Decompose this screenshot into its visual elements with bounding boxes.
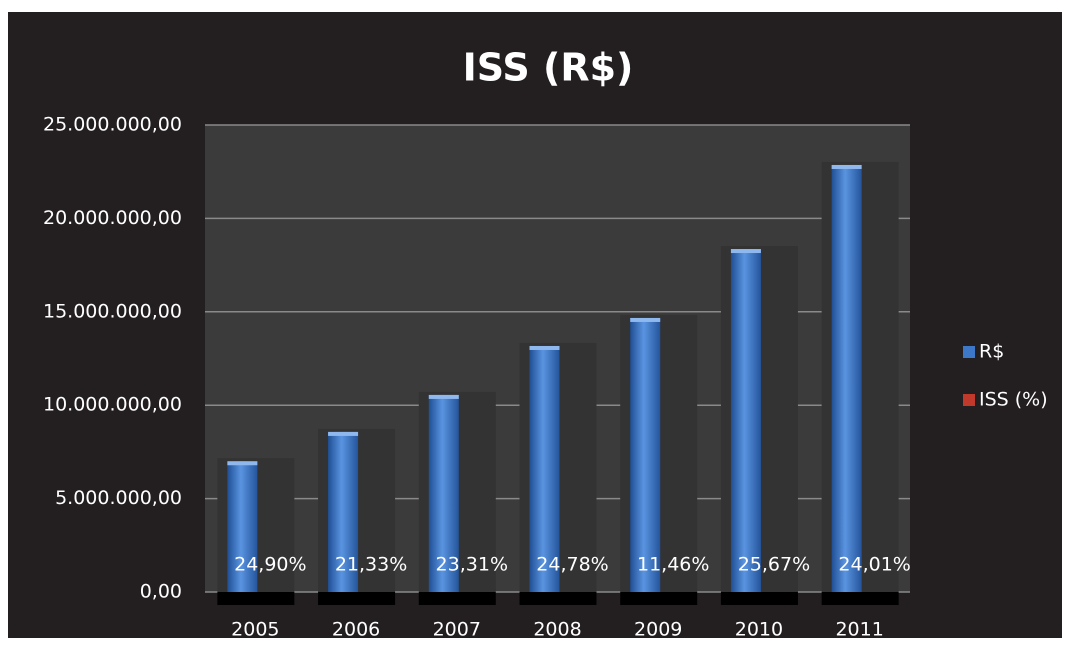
legend-label: ISS (%) [979,389,1048,411]
bar-floor [318,592,395,605]
chart-title: ISS (R$) [463,46,634,90]
bar-cap [328,432,358,436]
x-tick-label: 2010 [735,619,783,641]
bar-floor [217,592,294,605]
bar-floor [822,592,899,605]
data-label: 24,01% [838,554,910,576]
bar-cap [630,318,660,322]
bar-floor [620,592,697,605]
legend-swatch [963,394,975,406]
y-tick-label: 5.000.000,00 [55,487,182,509]
bar-cap [832,165,862,169]
bar-cap [530,346,560,350]
x-tick-label: 2009 [634,619,682,641]
data-label: 21,33% [335,554,407,576]
bar-cap [429,395,459,399]
x-tick-label: 2005 [231,619,279,641]
data-label: 24,90% [234,554,306,576]
x-tick-label: 2011 [835,619,883,641]
x-tick-label: 2007 [433,619,481,641]
bar [731,249,761,592]
legend-label: R$ [979,341,1004,363]
bar-cap [227,461,257,465]
y-tick-label: 15.000.000,00 [43,300,182,322]
legend-swatch [963,346,975,358]
bar [630,318,660,592]
bar-floor [520,592,597,605]
data-label: 23,31% [436,554,508,576]
y-tick-label: 0,00 [140,581,182,603]
bar-cap [731,249,761,253]
data-label: 25,67% [738,554,810,576]
y-tick-label: 10.000.000,00 [43,394,182,416]
bar-floor [721,592,798,605]
bar [832,165,862,592]
bar-floor [419,592,496,605]
data-label: 11,46% [637,554,709,576]
data-label: 24,78% [536,554,608,576]
x-tick-label: 2008 [533,619,581,641]
y-tick-label: 20.000.000,00 [43,207,182,229]
y-tick-label: 25.000.000,00 [43,114,182,136]
x-tick-label: 2006 [332,619,380,641]
